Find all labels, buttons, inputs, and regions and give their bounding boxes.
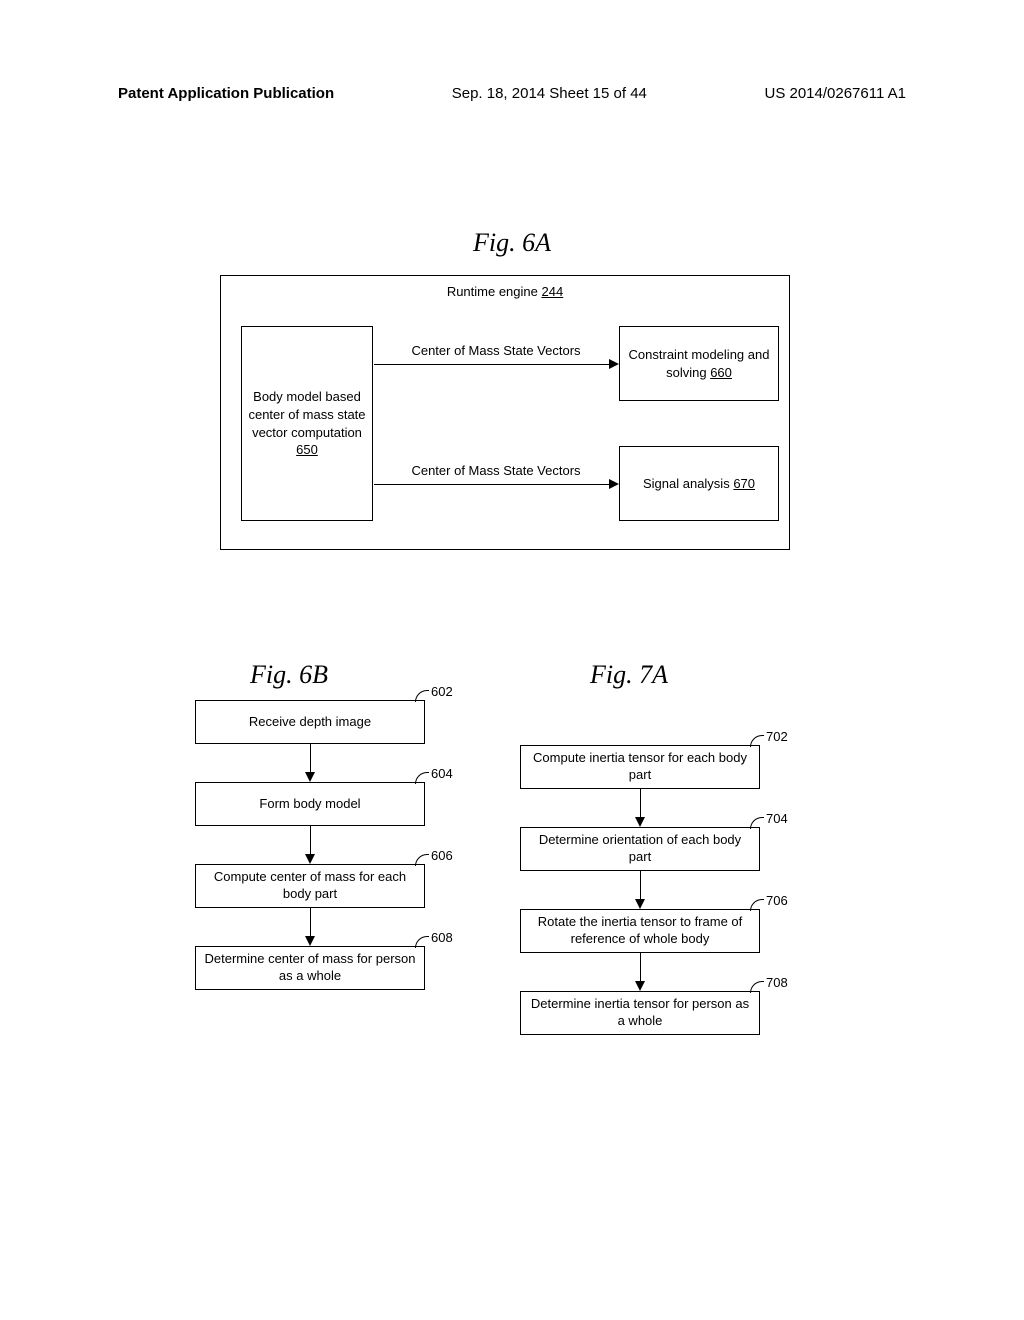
flow-step-box: Form body model bbox=[195, 782, 425, 826]
flow-step-box: Compute center of mass for each body par… bbox=[195, 864, 425, 908]
arrow-line-2 bbox=[374, 484, 611, 485]
body-model-num: 650 bbox=[296, 442, 318, 457]
leader-curve bbox=[415, 854, 429, 866]
flow-arrow-head bbox=[635, 899, 645, 909]
arrow-line-1 bbox=[374, 364, 611, 365]
runtime-engine-label: Runtime engine 244 bbox=[221, 284, 789, 299]
flow-step-box: Determine inertia tensor for person as a… bbox=[520, 991, 760, 1035]
flow-arrow-line bbox=[640, 871, 641, 900]
arrow-label-1: Center of Mass State Vectors bbox=[381, 343, 611, 358]
runtime-engine-text: Runtime engine bbox=[447, 284, 542, 299]
arrow-label-2: Center of Mass State Vectors bbox=[381, 463, 611, 478]
fig-6a-title: Fig. 6A bbox=[0, 228, 1024, 258]
reference-number: 608 bbox=[431, 930, 453, 945]
reference-number: 708 bbox=[766, 975, 788, 990]
flow-arrow-line bbox=[640, 953, 641, 982]
flow-step-box: Compute inertia tensor for each body par… bbox=[520, 745, 760, 789]
header-left: Patent Application Publication bbox=[118, 85, 334, 102]
flow-arrow-line bbox=[310, 908, 311, 937]
leader-curve bbox=[415, 772, 429, 784]
leader-curve bbox=[415, 936, 429, 948]
fig-6a-container: Runtime engine 244 Body model based cent… bbox=[220, 275, 790, 550]
signal-num: 670 bbox=[733, 476, 755, 491]
leader-curve bbox=[750, 735, 764, 747]
leader-curve bbox=[750, 817, 764, 829]
flow-arrow-head bbox=[305, 854, 315, 864]
leader-curve bbox=[415, 690, 429, 702]
flow-arrow-line bbox=[310, 826, 311, 855]
flow-arrow-head bbox=[635, 981, 645, 991]
page-header: Patent Application Publication Sep. 18, … bbox=[118, 85, 906, 102]
reference-number: 704 bbox=[766, 811, 788, 826]
arrow-head-2 bbox=[609, 479, 619, 489]
flow-arrow-head bbox=[635, 817, 645, 827]
constraint-solving-box: Constraint modeling and solving 660 bbox=[619, 326, 779, 401]
constraint-text: Constraint modeling and solving bbox=[629, 347, 770, 380]
signal-analysis-box: Signal analysis 670 bbox=[619, 446, 779, 521]
body-model-box: Body model based center of mass state ve… bbox=[241, 326, 373, 521]
flow-arrow-head bbox=[305, 936, 315, 946]
fig-7a-title: Fig. 7A bbox=[590, 660, 668, 690]
header-center: Sep. 18, 2014 Sheet 15 of 44 bbox=[452, 85, 647, 102]
flow-arrow-head bbox=[305, 772, 315, 782]
flow-step-box: Rotate the inertia tensor to frame of re… bbox=[520, 909, 760, 953]
leader-curve bbox=[750, 981, 764, 993]
body-model-text: Body model based center of mass state ve… bbox=[248, 389, 365, 439]
reference-number: 706 bbox=[766, 893, 788, 908]
constraint-num: 660 bbox=[710, 365, 732, 380]
header-right: US 2014/0267611 A1 bbox=[764, 85, 906, 102]
reference-number: 602 bbox=[431, 684, 453, 699]
fig-6b-title: Fig. 6B bbox=[250, 660, 328, 690]
reference-number: 604 bbox=[431, 766, 453, 781]
signal-text: Signal analysis bbox=[643, 476, 733, 491]
flow-step-box: Receive depth image bbox=[195, 700, 425, 744]
flow-arrow-line bbox=[310, 744, 311, 773]
reference-number: 606 bbox=[431, 848, 453, 863]
runtime-engine-num: 244 bbox=[541, 284, 563, 299]
flow-arrow-line bbox=[640, 789, 641, 818]
arrow-head-1 bbox=[609, 359, 619, 369]
flow-step-box: Determine orientation of each body part bbox=[520, 827, 760, 871]
reference-number: 702 bbox=[766, 729, 788, 744]
leader-curve bbox=[750, 899, 764, 911]
flow-step-box: Determine center of mass for person as a… bbox=[195, 946, 425, 990]
